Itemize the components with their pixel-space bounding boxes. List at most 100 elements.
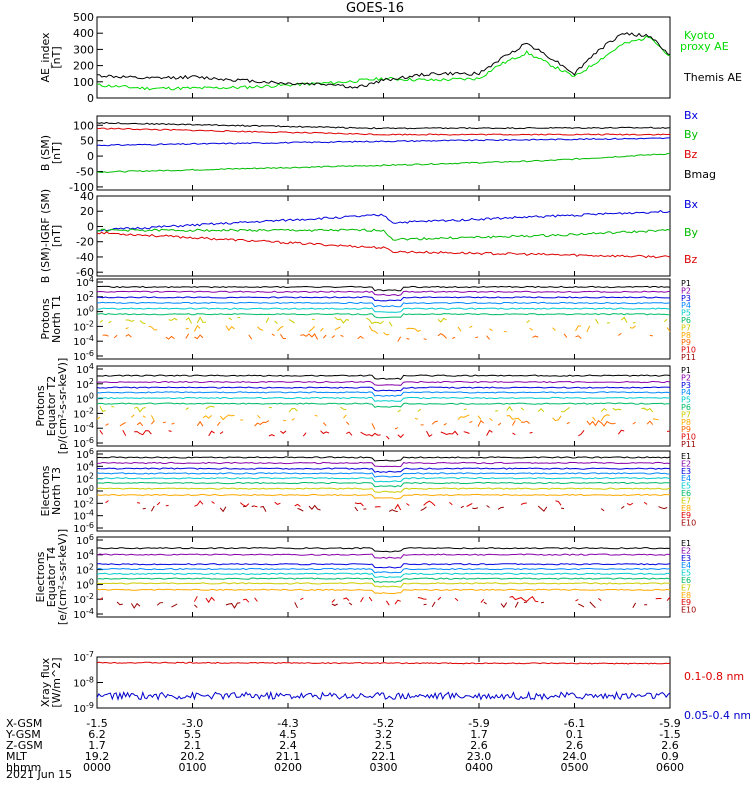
panel-frame-8 bbox=[96, 656, 671, 709]
electron-t4-channel-line-10 bbox=[117, 602, 670, 608]
y-tick-label: 10-2 bbox=[73, 592, 94, 606]
legend-proton-t2-p9: P9 bbox=[681, 425, 691, 434]
panel-frame-3 bbox=[96, 195, 671, 277]
y-axis-label: [nT] bbox=[50, 142, 63, 164]
legend-electron-t3-e9: E9 bbox=[681, 511, 691, 520]
y-tick-label: 10-4 bbox=[73, 509, 94, 523]
electron-t4-channel-line-3 bbox=[96, 563, 671, 569]
ephemeris-value: 22.1 bbox=[371, 750, 396, 763]
ephemeris-value: 0.9 bbox=[661, 750, 679, 763]
ephemeris-value: 23.0 bbox=[466, 750, 492, 763]
y-tick-label: 10-2 bbox=[73, 496, 94, 510]
legend-by: By bbox=[684, 226, 699, 239]
legend-proxy-ae: proxy AE bbox=[680, 40, 729, 53]
legend-electron-t4-e1: E1 bbox=[681, 539, 691, 548]
proton-t2-channel-line-1 bbox=[96, 374, 671, 381]
legend-electron-t4-e4: E4 bbox=[681, 561, 691, 570]
y-tick-label: 100 bbox=[73, 76, 94, 89]
ephemeris-value: 19.2 bbox=[84, 750, 110, 763]
legend-proton-t1-p10: P10 bbox=[681, 346, 696, 355]
legend-electron-t3-e2: E2 bbox=[681, 459, 691, 468]
legend-electron-t3-e4: E4 bbox=[681, 474, 691, 483]
legend-proton-t1-p11: P11 bbox=[681, 353, 696, 362]
y-tick-label: 10-9 bbox=[73, 701, 94, 715]
legend-bmag: Bmag bbox=[684, 168, 716, 181]
y-tick-label: 106 bbox=[76, 533, 94, 547]
legend-xray-short: 0.05-0.4 nm bbox=[684, 709, 750, 722]
y-tick-label: 10-6 bbox=[73, 521, 94, 535]
electron-t3-channel-line-9 bbox=[105, 500, 648, 511]
y-tick-label: 10-8 bbox=[73, 676, 94, 690]
legend-proton-t1-p2: P2 bbox=[681, 286, 691, 295]
electron-t3-channel-line-1 bbox=[96, 456, 671, 462]
proton-t2-channel-line-10 bbox=[99, 429, 671, 440]
y-axis-label: North T3 bbox=[50, 467, 63, 515]
ephemeris-value: 2.6 bbox=[470, 739, 488, 752]
electron-t4-channel-line-1 bbox=[96, 547, 671, 553]
series-line-by bbox=[96, 228, 671, 241]
legend-proton-t1-p8: P8 bbox=[681, 331, 691, 340]
legend-electron-t3-e3: E3 bbox=[681, 467, 691, 476]
ephemeris-row-label: Y-GSM bbox=[6, 728, 41, 741]
y-axis-label: Xray flux bbox=[39, 657, 52, 707]
ephemeris-value: 2.5 bbox=[374, 739, 393, 752]
legend-electron-t3-e7: E7 bbox=[681, 496, 691, 505]
y-axis-label: Protons bbox=[34, 385, 47, 426]
ephemeris-value: 0200 bbox=[274, 761, 302, 774]
legend-electron-t3-e8: E8 bbox=[681, 504, 691, 513]
legend-proton-t2-p1: P1 bbox=[681, 366, 691, 375]
ephemeris-value: 1.7 bbox=[88, 739, 106, 752]
ephemeris-value: 20.2 bbox=[180, 750, 205, 763]
ephemeris-value: -6.1 bbox=[563, 717, 586, 730]
y-axis-label: B (SM)-IGRF (SM) bbox=[39, 189, 52, 283]
y-axis-label: Equator T4 bbox=[45, 547, 58, 607]
y-axis-label: AE_index bbox=[39, 32, 52, 83]
ephemeris-value: 5.5 bbox=[183, 728, 202, 741]
ephemeris-value: 0600 bbox=[656, 761, 684, 774]
y-tick-label: 104 bbox=[76, 362, 94, 376]
legend-electron-t4-e5: E5 bbox=[681, 569, 691, 578]
legend-proton-t1-p6: P6 bbox=[681, 316, 691, 325]
y-tick-label: 20 bbox=[80, 205, 94, 218]
y-tick-label: 102 bbox=[76, 377, 94, 391]
legend-xray-long: 0.1-0.8 nm bbox=[684, 670, 744, 683]
legend-proton-t1-p5: P5 bbox=[681, 309, 691, 318]
ephemeris-value: 4.5 bbox=[279, 728, 297, 741]
y-tick-label: 106 bbox=[76, 447, 94, 461]
proton-t1-channel-line-1 bbox=[97, 285, 671, 292]
legend-electron-t3-e10: E10 bbox=[681, 519, 696, 528]
y-axis-label: [nT] bbox=[50, 46, 63, 68]
ephemeris-value: 2.6 bbox=[565, 739, 584, 752]
y-axis-label: [e/(cm²-s-sr-keV)] bbox=[56, 529, 69, 625]
proton-t2-channel-line-2 bbox=[96, 380, 671, 386]
legend-proton-t2-p11: P11 bbox=[681, 440, 696, 449]
y-tick-label: 0 bbox=[87, 92, 94, 105]
legend-electron-t4-e8: E8 bbox=[681, 591, 691, 600]
legend-electron-t4-e7: E7 bbox=[681, 583, 691, 592]
legend-proton-t2-p8: P8 bbox=[681, 418, 691, 427]
electron-t4-channel-line-4 bbox=[96, 567, 671, 574]
y-axis-label: [p/(cm²-s-sr-keV)] bbox=[56, 358, 69, 455]
panel-frame-1 bbox=[96, 16, 671, 99]
legend-bz: Bz bbox=[684, 148, 698, 161]
legend-proton-t2-p7: P7 bbox=[681, 410, 691, 419]
electron-t4-channel-line-8 bbox=[96, 588, 671, 595]
legend-proton-t1-p3: P3 bbox=[681, 294, 691, 303]
proton-t1-channel-line-4 bbox=[96, 301, 671, 308]
proton-t1-channel-line-3 bbox=[96, 296, 671, 302]
proton-t2-channel-line-5 bbox=[96, 396, 671, 402]
legend-proton-t2-p10: P10 bbox=[681, 433, 696, 442]
ephemeris-value: 0500 bbox=[560, 761, 589, 774]
y-axis-label: [W/m^2] bbox=[50, 657, 63, 707]
panel-frame-2 bbox=[96, 115, 671, 191]
series-line-bmag bbox=[96, 121, 671, 130]
electron-t4-channel-line-6 bbox=[96, 577, 671, 583]
electron-t3-channel-line-8 bbox=[96, 493, 671, 500]
ephemeris-value: 0100 bbox=[178, 761, 207, 774]
y-tick-label: 102 bbox=[76, 472, 94, 486]
legend-proton-t1-p4: P4 bbox=[681, 301, 691, 310]
ephemeris-value: 21.1 bbox=[275, 750, 301, 763]
y-tick-label: 104 bbox=[76, 275, 94, 289]
y-tick-label: 100 bbox=[76, 484, 94, 498]
